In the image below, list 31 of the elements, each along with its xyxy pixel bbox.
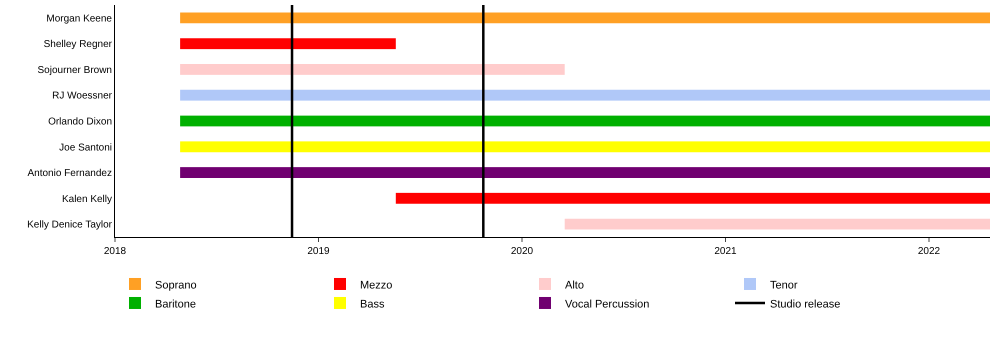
bar — [180, 116, 990, 126]
legend-label: Soprano — [155, 279, 197, 292]
bar — [180, 90, 990, 101]
x-tick-label: 2022 — [918, 246, 941, 257]
bar — [564, 218, 990, 230]
y-tick-label: Morgan Keene — [46, 13, 112, 24]
bar — [180, 167, 990, 178]
y-tick-label: Orlando Dixon — [48, 116, 112, 128]
bar — [396, 192, 990, 204]
legend-label: Mezzo — [360, 279, 392, 292]
bar — [180, 38, 396, 50]
legend-label: Vocal Percussion — [565, 298, 650, 310]
bar — [180, 12, 990, 24]
y-tick-label: Joe Santoni — [59, 142, 112, 154]
y-tick-label: RJ Woessner — [52, 90, 113, 102]
x-tick-label: 2019 — [307, 246, 330, 257]
y-tick-label: Kelly Denice Taylor — [27, 220, 113, 231]
legend-label: Studio release — [770, 298, 840, 310]
y-tick-label: Shelley Regner — [44, 39, 113, 50]
y-tick-label: Antonio Fernandez — [27, 168, 112, 180]
legend-label: Bass — [360, 298, 385, 310]
bar — [180, 141, 990, 152]
x-tick-label: 2020 — [510, 246, 534, 257]
bar — [180, 64, 565, 75]
legend-label: Baritone — [155, 298, 196, 310]
x-tick-label: 2021 — [714, 246, 738, 257]
y-tick-label: Kalen Kelly — [62, 194, 112, 205]
y-tick-label: Sojourner Brown — [38, 64, 112, 76]
x-tick-label: 2018 — [104, 246, 127, 257]
legend-label: Alto — [565, 279, 584, 292]
legend-label: Tenor — [770, 279, 798, 292]
